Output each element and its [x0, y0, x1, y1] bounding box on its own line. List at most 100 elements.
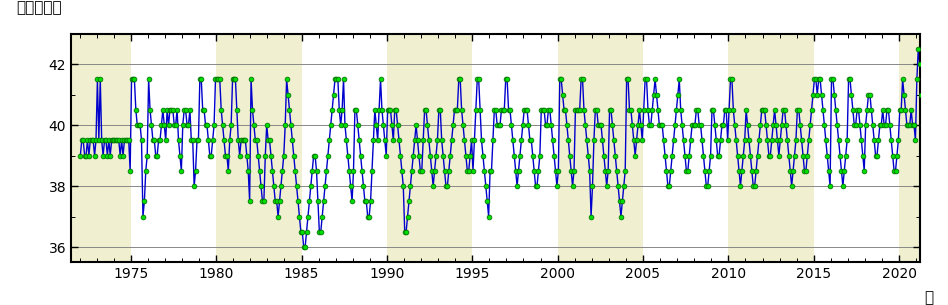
Point	[82, 138, 98, 143]
Point	[560, 138, 575, 143]
Point	[832, 153, 848, 158]
Point	[866, 123, 881, 127]
Point	[539, 123, 555, 127]
Point	[518, 107, 533, 112]
Bar	[131, 34, 216, 262]
Point	[633, 123, 648, 127]
Point	[423, 153, 438, 158]
Point	[315, 214, 330, 219]
Point	[574, 77, 589, 82]
Point	[191, 138, 206, 143]
Point	[350, 123, 365, 127]
Point	[246, 123, 262, 127]
Point	[922, 153, 938, 158]
Point	[750, 153, 765, 158]
Point	[218, 153, 233, 158]
Point	[410, 138, 425, 143]
Point	[176, 107, 191, 112]
Point	[894, 107, 909, 112]
Point	[535, 107, 550, 112]
Point	[346, 168, 361, 173]
Point	[128, 107, 143, 112]
Point	[403, 184, 418, 188]
Point	[699, 184, 714, 188]
Point	[481, 214, 496, 219]
Point	[826, 77, 841, 82]
Point	[649, 92, 665, 97]
Point	[529, 184, 544, 188]
Point	[554, 77, 569, 82]
Point	[238, 138, 253, 143]
Point	[588, 107, 603, 112]
Point	[794, 138, 810, 143]
Bar	[813, 34, 899, 262]
Point	[195, 107, 210, 112]
Point	[303, 184, 319, 188]
Point	[744, 168, 759, 173]
Point	[228, 77, 243, 82]
Point	[498, 77, 513, 82]
Point	[324, 107, 339, 112]
Point	[330, 77, 345, 82]
Point	[627, 138, 642, 143]
Point	[684, 138, 699, 143]
Point	[386, 138, 401, 143]
Point	[87, 153, 102, 158]
Point	[429, 138, 445, 143]
Point	[812, 77, 828, 82]
Point	[340, 153, 356, 158]
Point	[164, 107, 179, 112]
Point	[763, 153, 778, 158]
Point	[905, 123, 921, 127]
Point	[820, 153, 835, 158]
Point	[807, 77, 822, 82]
Point	[792, 107, 807, 112]
Point	[292, 214, 307, 219]
Point	[151, 138, 166, 143]
Point	[715, 123, 730, 127]
Point	[607, 138, 622, 143]
Point	[569, 107, 584, 112]
Point	[321, 138, 337, 143]
Point	[806, 92, 821, 97]
Point	[472, 107, 487, 112]
Point	[528, 184, 543, 188]
Point	[415, 138, 430, 143]
Point	[458, 153, 473, 158]
Point	[652, 123, 667, 127]
Point	[574, 77, 590, 82]
Point	[224, 123, 239, 127]
Point	[323, 123, 338, 127]
Point	[537, 107, 552, 112]
Point	[667, 123, 683, 127]
Point	[841, 77, 856, 82]
Point	[426, 184, 441, 188]
Point	[592, 123, 607, 127]
Point	[258, 153, 273, 158]
Point	[137, 199, 152, 204]
Point	[312, 229, 327, 234]
Point	[283, 123, 299, 127]
Point	[511, 168, 526, 173]
Point	[242, 199, 257, 204]
Point	[252, 168, 267, 173]
Point	[880, 107, 895, 112]
Point	[562, 153, 577, 158]
Point	[764, 138, 779, 143]
Point	[572, 107, 587, 112]
Point	[500, 77, 515, 82]
Point	[749, 168, 764, 173]
Point	[250, 153, 265, 158]
Point	[107, 138, 122, 143]
Point	[356, 184, 371, 188]
Point	[732, 168, 747, 173]
Point	[514, 138, 529, 143]
Point	[464, 138, 479, 143]
Point	[681, 168, 696, 173]
Point	[279, 77, 294, 82]
Point	[629, 138, 645, 143]
Point	[309, 168, 324, 173]
Point	[318, 184, 333, 188]
Point	[509, 184, 524, 188]
Point	[676, 138, 691, 143]
